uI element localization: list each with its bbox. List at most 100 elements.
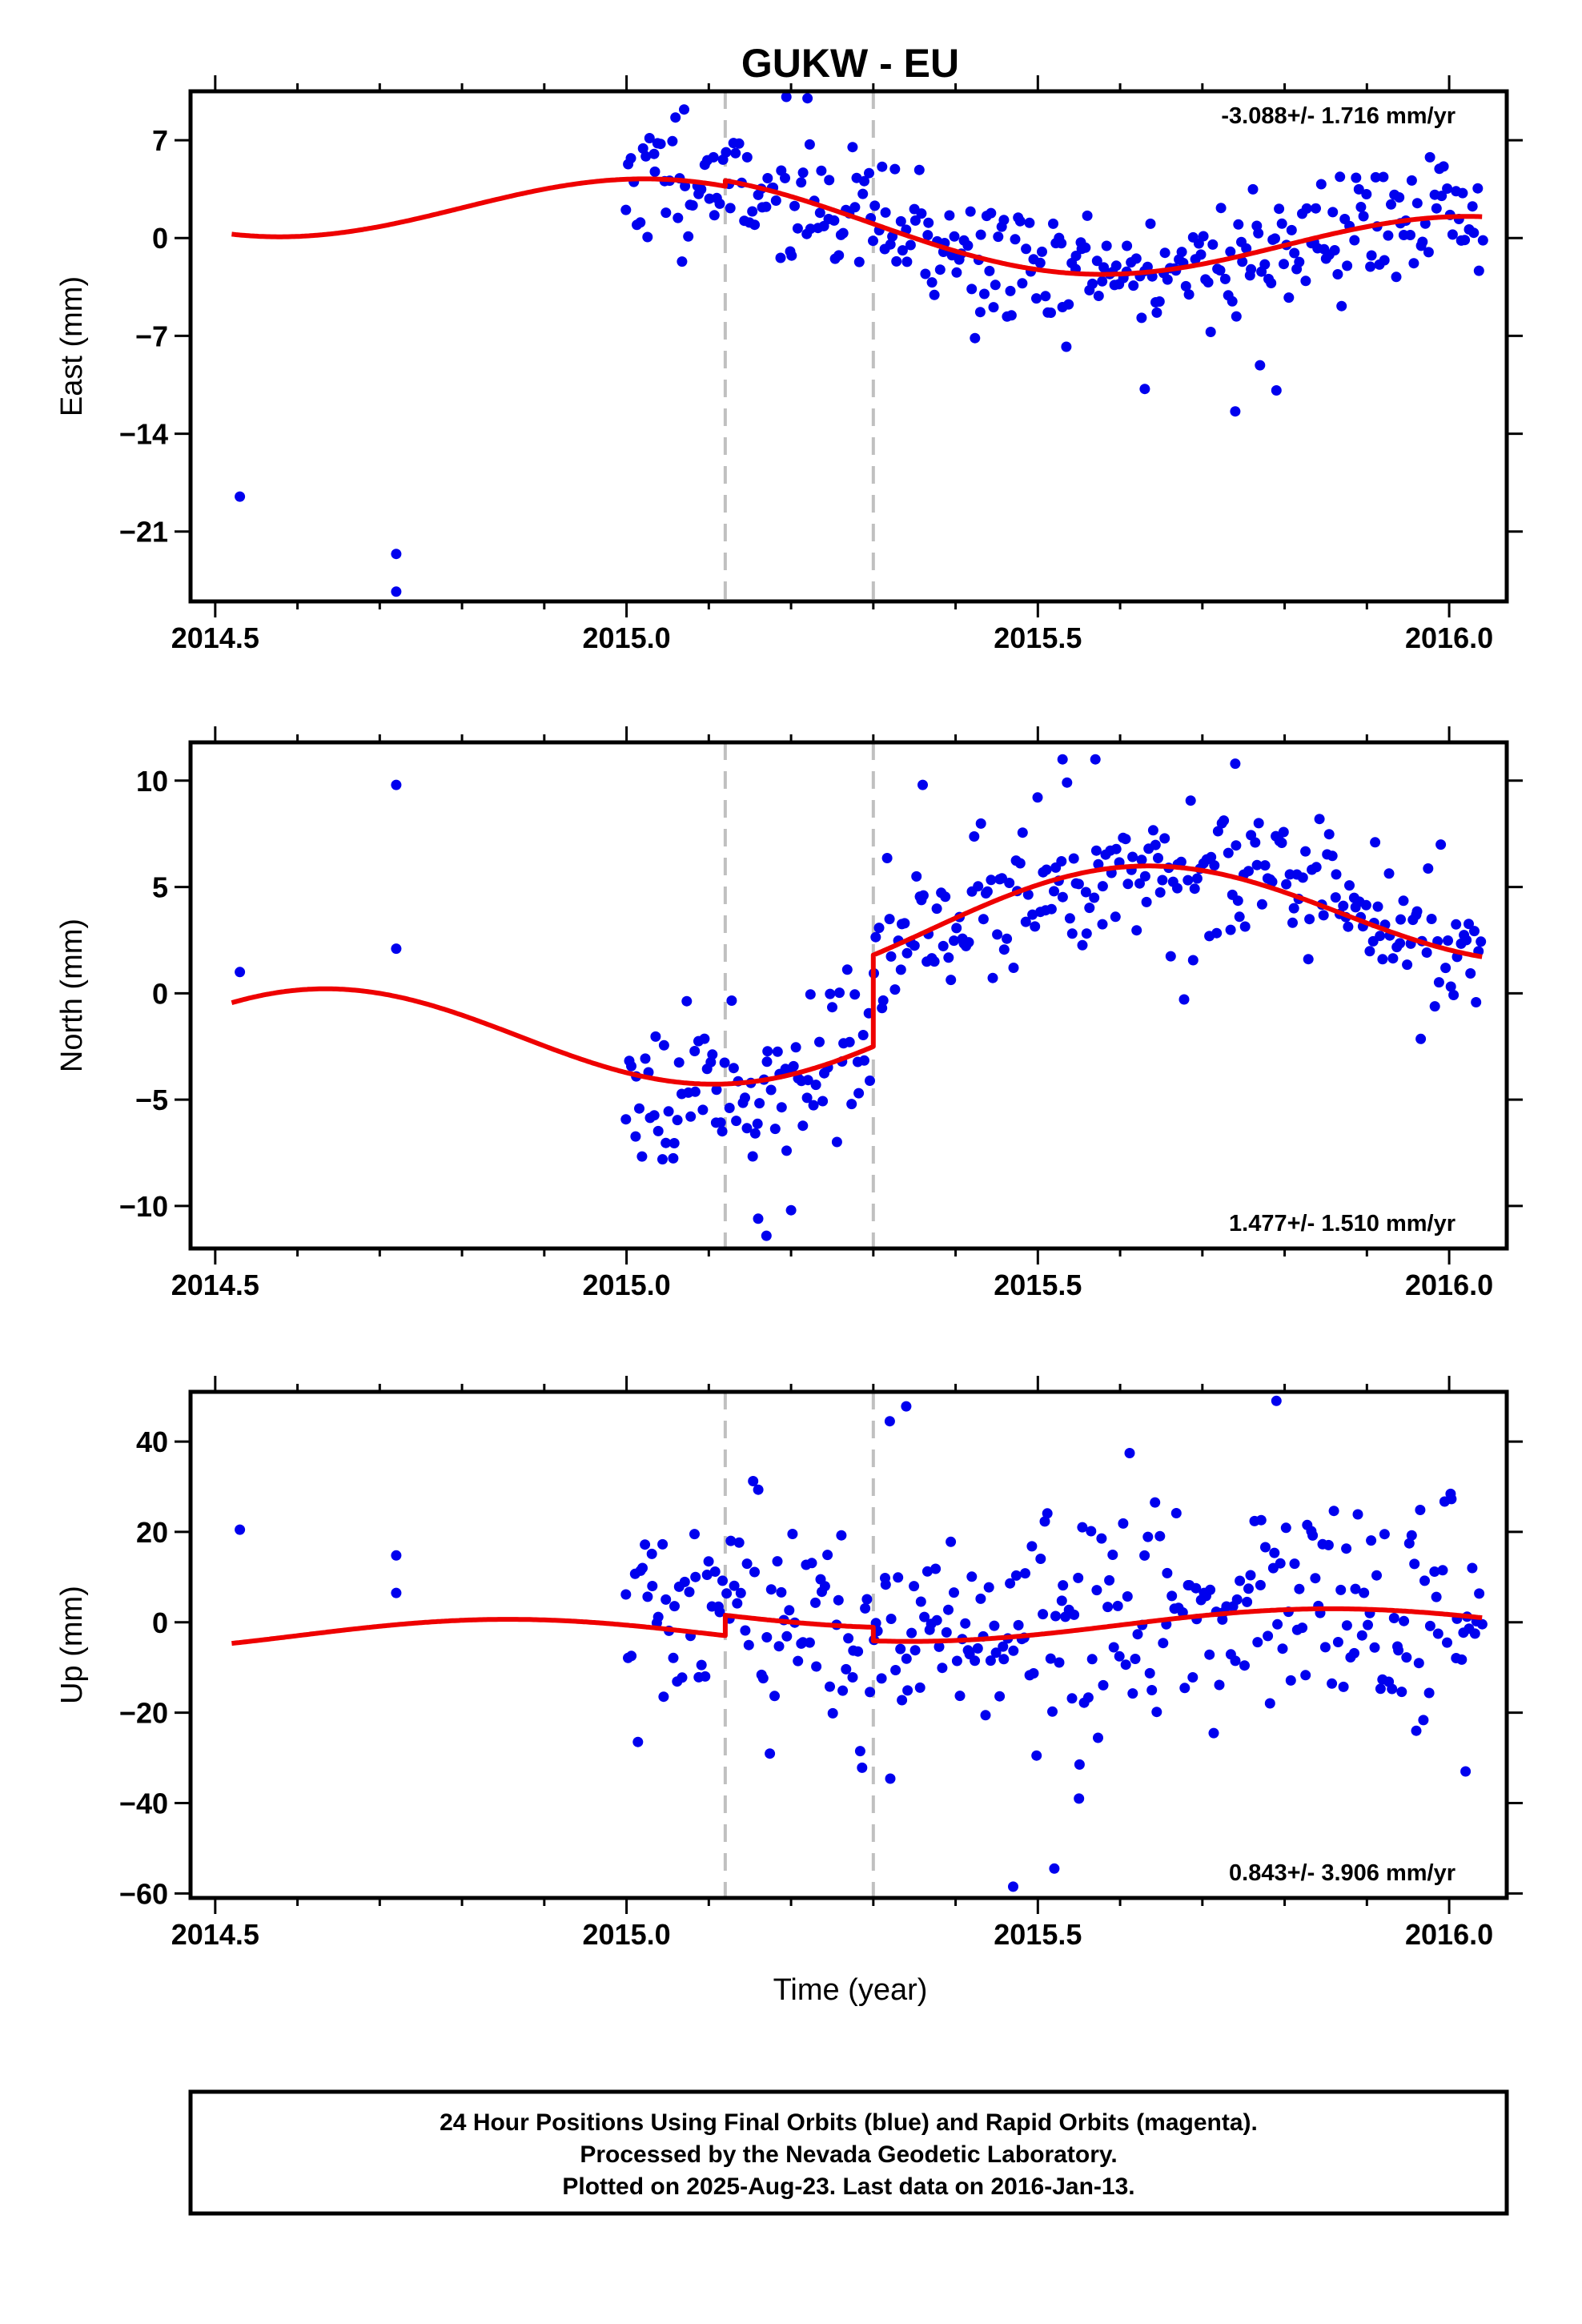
data-point <box>707 1049 718 1060</box>
data-point <box>1406 175 1417 186</box>
data-point <box>1142 1531 1154 1542</box>
footer-line-3: Plotted on 2025-Aug-23. Last data on 201… <box>562 2173 1134 2200</box>
data-point <box>1147 825 1158 836</box>
data-point <box>1144 1667 1155 1679</box>
plot-frame <box>188 740 1509 1251</box>
data-point <box>1437 1565 1448 1576</box>
data-point <box>391 1550 402 1561</box>
data-point <box>901 1653 912 1664</box>
data-point <box>637 143 648 154</box>
data-point <box>670 112 681 123</box>
data-point <box>1237 256 1248 267</box>
data-point <box>1279 259 1289 270</box>
data-point <box>1353 183 1364 195</box>
y-tick-label: −40 <box>119 1787 168 1820</box>
data-point <box>625 153 636 164</box>
data-point <box>788 1060 799 1072</box>
data-point <box>689 1086 701 1097</box>
data-point <box>847 142 858 153</box>
data-point <box>1182 875 1194 886</box>
x-tick-label: 2016.0 <box>1405 1918 1493 1951</box>
data-point <box>899 918 910 929</box>
data-point <box>626 1060 636 1072</box>
data-point <box>1205 327 1216 337</box>
data-point <box>836 1530 847 1541</box>
data-point <box>1264 1698 1275 1709</box>
data-point <box>966 283 978 295</box>
data-point <box>1409 1558 1420 1570</box>
data-point <box>1243 866 1254 877</box>
data-point <box>857 188 869 199</box>
data-point <box>1438 161 1449 172</box>
data-point <box>1077 1522 1088 1533</box>
data-point <box>632 1736 644 1747</box>
data-point <box>988 302 999 313</box>
data-point <box>1253 818 1264 829</box>
data-point <box>1445 981 1456 992</box>
data-point <box>1097 275 1108 287</box>
data-point <box>642 231 653 243</box>
data-point <box>735 1587 746 1598</box>
data-point <box>1275 1558 1286 1569</box>
data-point <box>869 200 881 211</box>
data-point <box>709 210 720 221</box>
data-point <box>1477 235 1488 246</box>
data-point <box>1360 899 1371 911</box>
data-point <box>849 989 861 1000</box>
data-point <box>1034 257 1046 268</box>
data-point <box>1032 792 1043 803</box>
data-point <box>922 230 934 241</box>
data-point <box>1172 883 1182 894</box>
data-point <box>1464 919 1474 930</box>
data-point <box>877 995 889 1006</box>
data-point <box>770 195 781 206</box>
data-point <box>1323 1539 1334 1550</box>
data-point <box>897 245 908 256</box>
data-point <box>1112 1600 1123 1611</box>
data-point <box>943 952 954 963</box>
data-point <box>844 1036 855 1047</box>
data-point <box>885 239 896 250</box>
data-point <box>865 1687 876 1698</box>
data-point <box>1150 839 1161 850</box>
data-point <box>1084 903 1095 914</box>
data-point <box>757 1673 769 1684</box>
data-point <box>1294 1583 1305 1594</box>
data-point <box>895 1643 906 1655</box>
data-point <box>761 1230 772 1241</box>
data-point <box>696 1659 707 1671</box>
data-point <box>1403 1538 1415 1549</box>
data-point <box>1363 1619 1373 1630</box>
data-point <box>1336 300 1347 312</box>
data-point <box>741 1123 753 1134</box>
data-point <box>1021 243 1032 255</box>
data-point <box>668 1152 679 1164</box>
data-point <box>1356 1630 1367 1641</box>
data-point <box>931 1614 942 1626</box>
data-point <box>747 1151 758 1162</box>
data-point <box>1004 878 1015 888</box>
data-point <box>969 831 980 842</box>
data-point <box>1383 868 1395 879</box>
data-point <box>857 1030 869 1040</box>
data-point <box>802 1075 813 1086</box>
data-point <box>753 1213 764 1224</box>
data-point <box>1154 1530 1166 1542</box>
data-points <box>235 1395 1488 1892</box>
y-axis-label: East (mm) <box>55 276 89 416</box>
data-point <box>747 206 758 217</box>
data-point <box>1274 203 1285 215</box>
data-point <box>658 1691 669 1703</box>
data-point <box>761 201 772 212</box>
data-point <box>1231 311 1242 322</box>
data-point <box>1379 255 1390 266</box>
data-point <box>1260 1542 1271 1553</box>
data-point <box>1259 259 1271 270</box>
data-point <box>1456 1654 1468 1665</box>
data-point <box>1423 863 1434 874</box>
data-point <box>741 1558 753 1570</box>
data-point <box>962 240 974 251</box>
data-point <box>1039 1516 1050 1527</box>
data-point <box>1300 1670 1311 1681</box>
data-point <box>1349 235 1360 246</box>
